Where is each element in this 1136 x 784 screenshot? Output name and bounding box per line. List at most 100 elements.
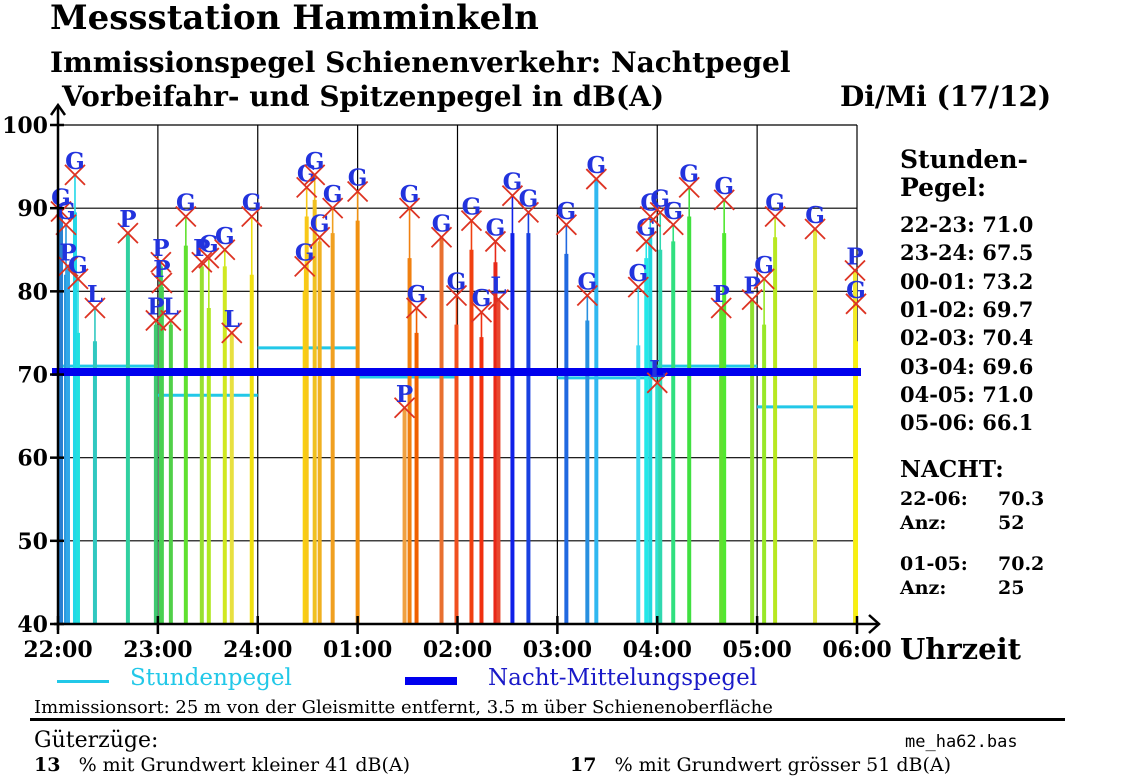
event-marker-cross — [764, 205, 786, 228]
event-marker-cross — [294, 255, 316, 278]
location-note: Immissionsort: 25 m von der Gleismitte e… — [34, 697, 773, 718]
stundenpegel-row: 23-24: 67.5 — [900, 240, 1033, 265]
x-tick-label: 04:00 — [623, 637, 692, 663]
pct-low-note: 13 % mit Grundwert kleiner 41 dB(A) — [34, 754, 410, 776]
event-marker-cross — [501, 185, 524, 207]
event-marker-cross — [646, 372, 668, 394]
filename-label: me_ha62.bas — [905, 732, 1018, 752]
legend-nacht-swatch — [405, 677, 457, 685]
event-class-label: G — [586, 152, 606, 179]
event-marker-cross — [84, 297, 106, 319]
count-label: Anz: — [900, 577, 947, 599]
event-marker-cross — [710, 297, 732, 319]
nacht-level: 70.3 — [998, 488, 1045, 510]
event-class-label: L — [490, 273, 506, 300]
event-marker-cross — [160, 309, 182, 332]
hour-range: 02-03: — [900, 325, 975, 351]
event-marker-cross — [753, 268, 775, 290]
nacht-range: 01-05: — [900, 553, 968, 575]
event-marker-cross — [576, 284, 598, 307]
event-marker-cross — [555, 214, 578, 236]
event-class-label: G — [578, 268, 598, 295]
legend-stunden-swatch — [57, 680, 109, 683]
event-marker-cross — [50, 200, 72, 223]
stundenpegel-row: 22-23: 71.0 — [900, 212, 1033, 237]
footer-divider — [30, 718, 1065, 721]
event-class-label: P — [846, 244, 863, 271]
event-marker-cross — [150, 251, 172, 273]
event-marker-cross — [393, 397, 416, 419]
x-tick-label: 22:00 — [23, 637, 92, 663]
y-tick-label: 50 — [17, 529, 48, 555]
hour-level: 69.6 — [982, 353, 1034, 379]
event-class-label: G — [519, 185, 539, 212]
event-bars — [58, 174, 859, 624]
event-marker-cross — [191, 251, 213, 273]
hour-level: 69.7 — [982, 296, 1034, 322]
x-tick-label: 24:00 — [223, 637, 292, 663]
event-class-label: G — [297, 160, 317, 187]
pct-low-text: % mit Grundwert kleiner 41 dB(A) — [78, 754, 411, 776]
event-marker-cross — [678, 176, 700, 199]
event-class-label: G — [199, 231, 219, 258]
hour-range: 22-23: — [900, 212, 975, 237]
event-marker-cross — [55, 214, 77, 236]
event-class-label: G — [472, 285, 492, 312]
nacht-count-row: Anz: 52 — [900, 512, 1024, 534]
pct-high-text: % mit Grundwert grösser 51 dB(A) — [614, 754, 952, 776]
hour-level: 66.1 — [982, 410, 1034, 436]
hour-range: 23-24: — [900, 240, 975, 266]
x-tick-label: 05:00 — [722, 637, 791, 663]
legend-stunden-label: Stundenpegel — [130, 665, 292, 691]
x-tick-label: 03:00 — [523, 637, 592, 663]
event-marker-cross — [304, 164, 326, 186]
event-class-label: P — [396, 381, 413, 408]
stundenpegel-heading: Stunden- Pegel: — [900, 146, 1028, 202]
event-marker-cross — [460, 210, 483, 232]
event-marker-cross — [517, 201, 540, 223]
x-tick-label: 06:00 — [822, 637, 891, 663]
event-class-label: G — [679, 160, 699, 187]
event-class-label: G — [462, 194, 482, 221]
event-marker-cross — [57, 255, 79, 278]
event-marker-cross — [635, 230, 657, 253]
hour-level: 71.0 — [982, 381, 1034, 407]
event-class-label: G — [242, 189, 262, 216]
event-marker-cross — [430, 226, 453, 248]
count-value: 25 — [998, 577, 1025, 599]
count-value: 52 — [998, 512, 1025, 534]
hour-range: 00-01: — [900, 268, 975, 294]
nacht-range: 22-06: — [900, 488, 968, 510]
hour-range: 01-02: — [900, 296, 975, 322]
event-class-label: G — [714, 173, 734, 200]
nacht-range-row: 01-05: 70.2 — [900, 553, 1044, 575]
event-marker-cross — [67, 268, 89, 290]
nacht-heading: NACHT: — [900, 456, 1004, 483]
event-class-label: G — [407, 281, 427, 308]
event-marker-cross — [445, 284, 468, 307]
x-tick-label: 02:00 — [423, 637, 492, 663]
y-tick-label: 40 — [17, 612, 48, 638]
pct-high-number: 17 — [570, 754, 597, 776]
event-marker-cross — [844, 259, 866, 282]
gueterzuege-label: Güterzüge: — [34, 728, 159, 753]
pct-low-number: 13 — [34, 754, 61, 776]
x-tick-label: 23:00 — [123, 637, 192, 663]
event-class-label: G — [323, 181, 343, 208]
event-marker-cross — [117, 222, 139, 244]
event-marker-cross — [585, 168, 607, 190]
event-marker-cross — [405, 297, 428, 319]
y-tick-label: 80 — [17, 279, 48, 305]
y-axis-arrow-icon — [49, 102, 67, 116]
chart-subtitle: Immissionspegel Schienenverkehr: Nachtpe… — [50, 46, 791, 79]
event-marker-cross — [198, 247, 220, 269]
axes: 40 50 60 70 80 90 100 22:00 23:00 24:00 01:00 02:00… — [2, 102, 892, 663]
y-tick-label: 60 — [17, 446, 48, 472]
event-class-label: G — [215, 223, 235, 250]
event-marker-cross — [241, 205, 263, 228]
day-label: Di/Mi (17/12) — [840, 80, 1052, 113]
event-class-label: G — [65, 148, 85, 175]
event-marker-cross — [649, 201, 671, 223]
event-class-label: L — [87, 281, 103, 308]
